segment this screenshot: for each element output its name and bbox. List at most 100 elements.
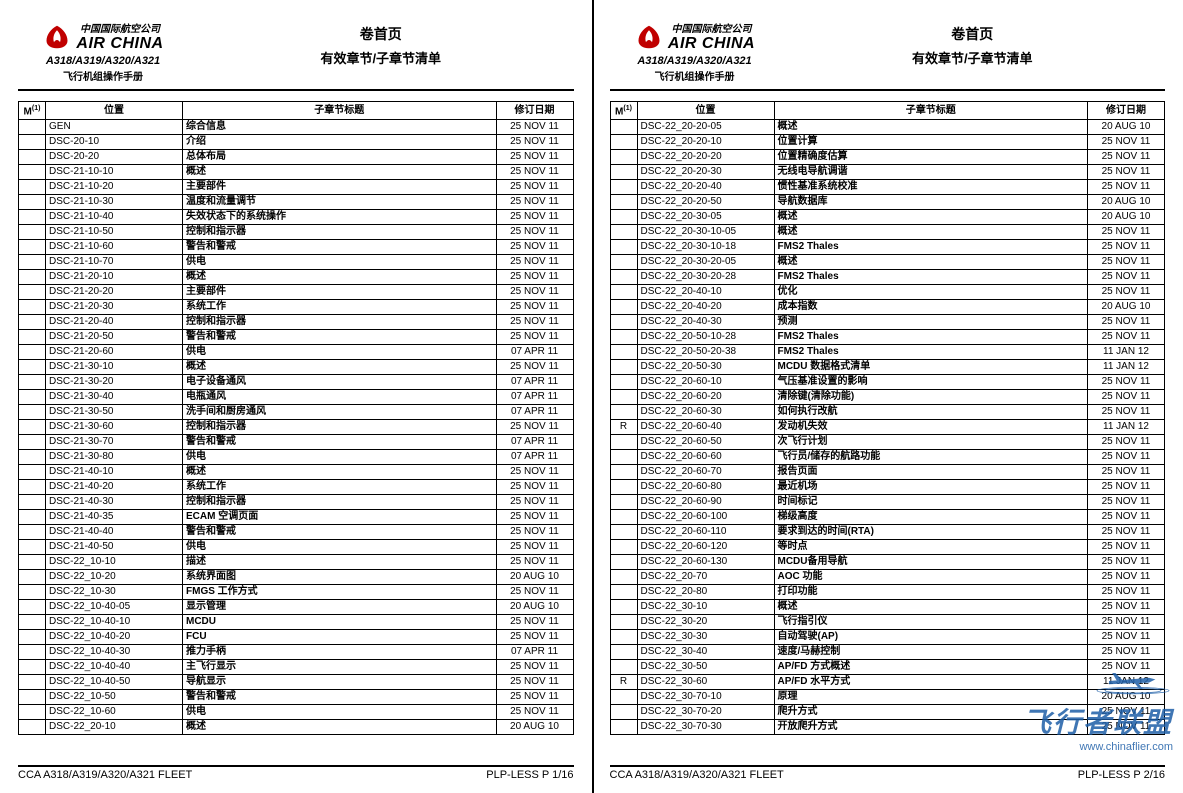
cell-date: 25 NOV 11	[1088, 270, 1165, 285]
cell-m	[19, 540, 46, 555]
cell-date: 25 NOV 11	[1088, 315, 1165, 330]
col-loc: 位置	[637, 102, 774, 120]
cell-title: 概述	[774, 255, 1088, 270]
cell-title: 警告和警戒	[183, 435, 497, 450]
cell-m	[19, 300, 46, 315]
cell-m	[19, 570, 46, 585]
table-row: DSC-22_20-40-20成本指数20 AUG 10	[610, 300, 1165, 315]
cell-title: 供电	[183, 450, 497, 465]
table-row: DSC-21-10-50控制和指示器25 NOV 11	[19, 225, 574, 240]
cell-title: 供电	[183, 540, 497, 555]
cell-loc: DSC-22_20-20-30	[637, 165, 774, 180]
cell-date: 25 NOV 11	[496, 480, 573, 495]
table-row: DSC-22_20-40-10优化25 NOV 11	[610, 285, 1165, 300]
title-block: 卷首页 有效章节/子章节清单	[188, 20, 574, 83]
cell-m	[610, 240, 637, 255]
cell-loc: DSC-20-20	[46, 150, 183, 165]
cell-loc: DSC-22_20-60-10	[637, 375, 774, 390]
cell-m	[610, 390, 637, 405]
cell-m	[610, 300, 637, 315]
col-date: 修订日期	[496, 102, 573, 120]
cell-title: 系统工作	[183, 300, 497, 315]
cell-date: 25 NOV 11	[1088, 240, 1165, 255]
cell-loc: DSC-21-20-60	[46, 345, 183, 360]
cell-date: 25 NOV 11	[1088, 555, 1165, 570]
cell-date: 25 NOV 11	[496, 705, 573, 720]
table-row: DSC-22_10-40-50导航显示25 NOV 11	[19, 675, 574, 690]
cell-m	[19, 495, 46, 510]
cell-m	[610, 195, 637, 210]
cell-loc: DSC-22_10-50	[46, 690, 183, 705]
cell-m	[19, 345, 46, 360]
cell-m	[610, 165, 637, 180]
cell-date: 20 AUG 10	[1088, 195, 1165, 210]
cell-loc: DSC-22_10-60	[46, 705, 183, 720]
table-row: DSC-21-20-30系统工作25 NOV 11	[19, 300, 574, 315]
cell-date: 25 NOV 11	[1088, 405, 1165, 420]
cell-date: 25 NOV 11	[1088, 180, 1165, 195]
table-row: DSC-22_10-50警告和警戒25 NOV 11	[19, 690, 574, 705]
cell-loc: DSC-21-30-60	[46, 420, 183, 435]
cell-title: 气压基准设置的影响	[774, 375, 1088, 390]
cell-title: 概述	[774, 225, 1088, 240]
col-title: 子章节标题	[183, 102, 497, 120]
cell-loc: DSC-22_20-30-20-05	[637, 255, 774, 270]
cell-title: ECAM 空调页面	[183, 510, 497, 525]
watermark-url: www.chinaflier.com	[1023, 741, 1173, 753]
cell-m	[610, 285, 637, 300]
cell-m	[610, 525, 637, 540]
table-row: DSC-22_20-80打印功能25 NOV 11	[610, 585, 1165, 600]
cell-date: 07 APR 11	[496, 645, 573, 660]
cell-title: 惯性基准系统校准	[774, 180, 1088, 195]
cell-title: FMS2 Thales	[774, 240, 1088, 255]
cell-title: 控制和指示器	[183, 225, 497, 240]
cell-title: 系统工作	[183, 480, 497, 495]
cell-date: 25 NOV 11	[496, 540, 573, 555]
cell-date: 25 NOV 11	[1088, 465, 1165, 480]
cell-title: 主要部件	[183, 180, 497, 195]
cell-date: 25 NOV 11	[496, 315, 573, 330]
cell-loc: GEN	[46, 120, 183, 135]
cell-loc: DSC-22_20-60-20	[637, 390, 774, 405]
cell-loc: DSC-21-20-30	[46, 300, 183, 315]
cell-date: 11 JAN 12	[1088, 420, 1165, 435]
title-block: 卷首页 有效章节/子章节清单	[780, 20, 1166, 83]
table-row: DSC-22_20-50-10-28FMS2 Thales25 NOV 11	[610, 330, 1165, 345]
watermark-text: 飞行者联盟	[1023, 701, 1173, 741]
cell-m	[610, 150, 637, 165]
footer-1: CCA A318/A319/A320/A321 FLEET PLP-LESS P…	[18, 765, 574, 781]
cell-date: 25 NOV 11	[496, 240, 573, 255]
cell-loc: DSC-22_20-60-70	[637, 465, 774, 480]
header: 中国国际航空公司 AIR CHINA A318/A319/A320/A321 飞…	[610, 20, 1166, 91]
table-row: DSC-21-30-20电子设备通风07 APR 11	[19, 375, 574, 390]
cell-date: 25 NOV 11	[496, 120, 573, 135]
cell-date: 07 APR 11	[496, 375, 573, 390]
table-header-row: M(1) 位置 子章节标题 修订日期	[610, 102, 1165, 120]
cell-title: 介绍	[183, 135, 497, 150]
cell-title: FMS2 Thales	[774, 270, 1088, 285]
cell-title: 系统界面图	[183, 570, 497, 585]
cell-m	[19, 120, 46, 135]
cell-m	[19, 255, 46, 270]
cell-m	[610, 360, 637, 375]
cell-title: 预测	[774, 315, 1088, 330]
cell-date: 25 NOV 11	[1088, 615, 1165, 630]
cell-date: 25 NOV 11	[496, 660, 573, 675]
cell-loc: DSC-22_30-70-30	[637, 720, 774, 735]
cell-loc: DSC-21-20-50	[46, 330, 183, 345]
cell-date: 25 NOV 11	[1088, 375, 1165, 390]
table-row: DSC-22_10-30FMGS 工作方式25 NOV 11	[19, 585, 574, 600]
cell-date: 25 NOV 11	[1088, 510, 1165, 525]
table-row: DSC-22_20-60-130MCDU备用导航25 NOV 11	[610, 555, 1165, 570]
cell-loc: DSC-22_10-40-05	[46, 600, 183, 615]
cell-loc: DSC-22_30-20	[637, 615, 774, 630]
cell-date: 11 JAN 12	[1088, 360, 1165, 375]
cell-m	[19, 390, 46, 405]
cell-loc: DSC-22_20-20-05	[637, 120, 774, 135]
cell-loc: DSC-22_20-30-20-28	[637, 270, 774, 285]
table-row: DSC-21-40-40警告和警戒25 NOV 11	[19, 525, 574, 540]
logo-block: 中国国际航空公司 AIR CHINA A318/A319/A320/A321 飞…	[610, 20, 780, 83]
table-row: DSC-22_20-30-10-18FMS2 Thales25 NOV 11	[610, 240, 1165, 255]
cell-date: 11 JAN 12	[1088, 345, 1165, 360]
cell-m	[19, 180, 46, 195]
